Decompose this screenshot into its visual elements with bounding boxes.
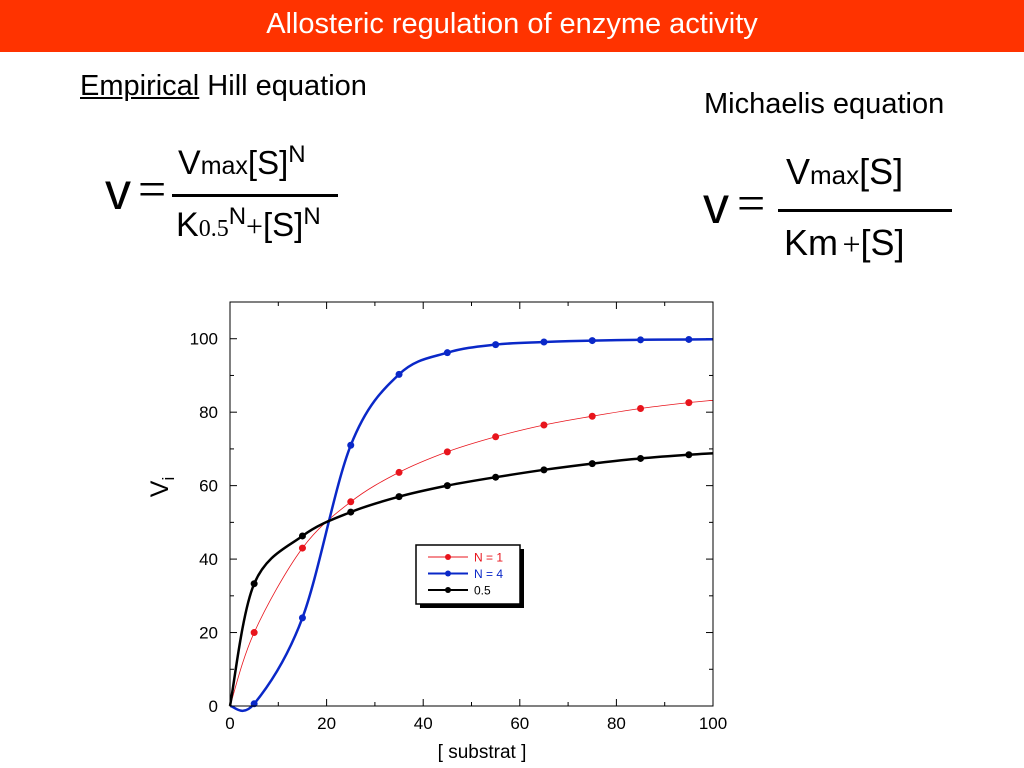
y-tick-label: 60 [199, 477, 218, 496]
data-point-n05 [395, 493, 403, 501]
hill-heading: Empirical Hill equation [80, 72, 367, 101]
michaelis-den-s: [S] [860, 222, 905, 263]
hill-num-v: V [178, 144, 201, 182]
data-point-n4 [685, 335, 693, 343]
hill-den-k: K [176, 206, 199, 244]
y-axis-label-sub: i [159, 477, 178, 481]
hill-fraction-bar [172, 194, 338, 197]
michaelis-numerator: Vmax[S] [786, 154, 903, 190]
michaelis-den-km: Km [784, 222, 838, 263]
y-tick-label: 40 [199, 550, 218, 569]
data-point-n4 [395, 370, 403, 378]
data-point-n1 [347, 498, 355, 506]
legend-marker-n4 [445, 570, 451, 577]
x-axis-label: [ substrat ] [438, 742, 527, 763]
michaelis-heading: Michaelis equation [704, 88, 945, 120]
data-point-n4 [588, 337, 596, 345]
data-point-n1 [685, 399, 693, 407]
data-point-n4 [347, 441, 355, 449]
michaelis-fraction-bar [778, 209, 952, 212]
hill-num-exp: N [288, 141, 306, 168]
data-point-n05 [540, 466, 548, 474]
michaelis-num-s: [S] [859, 151, 904, 192]
title-bar: Allosteric regulation of enzyme activity [0, 0, 1024, 52]
legend-label-n4: N = 4 [474, 567, 503, 581]
hill-formula-lhs: v [105, 163, 131, 221]
data-point-n4 [443, 349, 451, 357]
svg-text:Vi: Vi [146, 477, 178, 497]
michaelis-den-plus: + [842, 226, 861, 262]
michaelis-formula-equals: = [737, 175, 766, 231]
data-point-n4 [540, 338, 548, 346]
tick-labels: 0 20 40 60 80 100 0 20 40 60 80 100 [190, 330, 728, 733]
data-point-n05 [347, 508, 355, 516]
data-point-n4 [637, 336, 645, 344]
data-point-n05 [443, 482, 451, 490]
x-tick-label: 80 [607, 714, 626, 733]
x-tick-label: 100 [699, 714, 727, 733]
x-tick-label: 60 [510, 714, 529, 733]
x-tick-label: 40 [414, 714, 433, 733]
data-point-n1 [298, 544, 306, 552]
data-point-n05 [492, 473, 500, 481]
michaelis-formula-lhs: v [703, 177, 729, 235]
hill-numerator: Vmax[S]N [178, 143, 306, 182]
data-point-n1 [540, 421, 548, 429]
y-axis-label: Vi [146, 477, 178, 497]
chart-points [250, 335, 693, 708]
data-point-n1 [443, 448, 451, 456]
chart-legend: N = 1 N = 4 0.5 [415, 544, 524, 608]
y-tick-label: 20 [199, 624, 218, 643]
data-point-n05 [588, 460, 596, 468]
michaelis-denominator: Km +[S] [784, 225, 905, 261]
legend-marker-n1 [445, 554, 451, 560]
hill-den-s: [S] [262, 206, 304, 243]
legend-marker-n05 [445, 587, 451, 593]
legend-label-n1: N = 1 [474, 551, 503, 565]
y-tick-label: 0 [209, 697, 218, 716]
data-point-n05 [637, 454, 645, 462]
curve-n4 [229, 338, 714, 713]
hill-num-s: [S] [247, 144, 289, 181]
slide-title: Allosteric regulation of enzyme activity [266, 8, 758, 40]
hill-formula-equals: = [138, 161, 167, 217]
hill-den-exp2: N [303, 203, 321, 230]
data-point-n05 [685, 451, 693, 459]
hill-heading-underlined: Empirical [80, 70, 200, 102]
hill-den-exp: N [228, 203, 247, 230]
hill-den-sub: 0.5 [198, 216, 229, 242]
data-point-n4 [298, 614, 306, 622]
x-tick-label: 0 [225, 714, 234, 733]
hill-heading-rest: Hill equation [199, 70, 367, 102]
data-point-n1 [250, 629, 258, 637]
y-tick-label: 80 [199, 403, 218, 422]
data-point-n1 [637, 405, 645, 413]
michaelis-num-max: max [810, 160, 860, 190]
axis-ticks [229, 302, 714, 707]
y-tick-label: 100 [190, 330, 218, 349]
michaelis-num-v: V [786, 151, 811, 192]
x-tick-label: 20 [317, 714, 336, 733]
chart-curves [228, 338, 714, 713]
data-point-n1 [588, 412, 596, 420]
legend-label-n05: 0.5 [474, 584, 491, 598]
data-point-n1 [492, 433, 500, 441]
hill-den-plus: + [246, 210, 263, 243]
data-point-n05 [298, 532, 306, 540]
y-axis-label-v: V [146, 480, 174, 497]
data-point-n4 [492, 341, 500, 349]
hill-denominator: K0.5N+[S]N [176, 205, 321, 244]
data-point-n1 [395, 468, 403, 476]
hill-num-max: max [200, 152, 248, 180]
plot-frame [229, 301, 714, 707]
data-point-n05 [250, 580, 258, 588]
